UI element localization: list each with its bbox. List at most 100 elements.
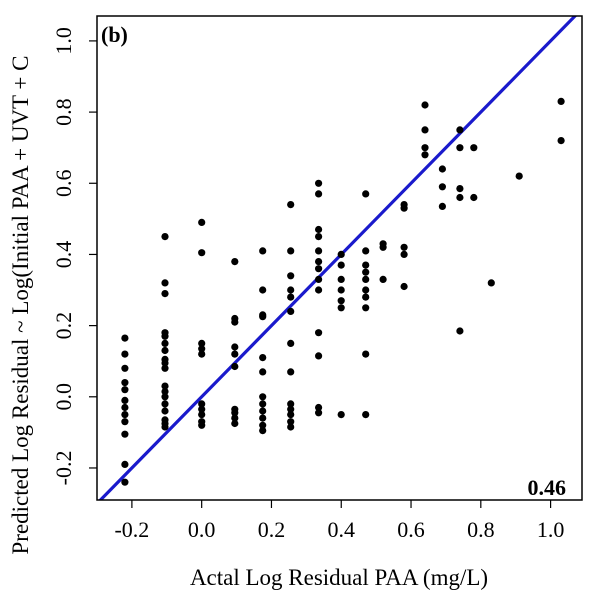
x-tick-label: 0.2 [258, 517, 286, 542]
data-point [231, 414, 239, 422]
y-tick-label: -0.2 [51, 451, 76, 486]
data-point [315, 190, 323, 198]
data-point [337, 304, 345, 312]
x-tick-label: -0.2 [114, 517, 149, 542]
data-point [287, 423, 295, 431]
data-point [456, 126, 464, 134]
data-point [470, 193, 478, 202]
data-point [362, 268, 370, 276]
data-point [470, 144, 478, 152]
data-point [438, 183, 446, 191]
data-point [421, 151, 429, 159]
data-point [121, 460, 129, 468]
data-point [287, 307, 295, 315]
data-point [315, 225, 323, 234]
data-point [315, 403, 323, 412]
data-point [231, 419, 239, 428]
data-point [198, 345, 206, 353]
data-point [259, 421, 267, 429]
data-point [337, 286, 345, 294]
data-point [287, 339, 295, 347]
data-point [515, 172, 523, 180]
data-point [231, 343, 239, 351]
data-point [259, 414, 267, 422]
data-point [198, 421, 206, 429]
x-tick-label: 0.0 [188, 517, 216, 542]
x-tick-label: 0.4 [327, 517, 355, 542]
data-point [161, 279, 169, 287]
data-point [198, 218, 206, 226]
data-point [161, 423, 169, 431]
data-point [231, 409, 239, 417]
data-point [287, 201, 295, 209]
y-tick-label: 0.2 [51, 312, 76, 340]
data-point [337, 250, 345, 258]
y-tick-label: 0.0 [51, 383, 76, 411]
data-point [379, 275, 387, 283]
data-point [315, 329, 323, 337]
data-point [161, 387, 169, 396]
x-axis-ticks: -0.2 0.0 0.2 0.4 0.6 0.8 1.0 [114, 500, 564, 542]
correlation-annotation: 0.46 [528, 475, 567, 500]
data-point [315, 247, 323, 255]
data-point [400, 204, 408, 212]
data-point [198, 405, 206, 413]
data-point [161, 400, 169, 408]
data-point [362, 411, 370, 419]
y-axis-ticks: -0.2 0.0 0.2 0.4 0.6 0.8 1.0 [51, 27, 97, 485]
data-point [121, 411, 129, 419]
data-point [161, 359, 169, 367]
data-point [487, 279, 495, 287]
data-point [315, 409, 323, 417]
data-point [362, 261, 370, 269]
data-point [259, 407, 267, 415]
data-point [287, 286, 295, 294]
data-point [337, 275, 345, 283]
data-point [362, 293, 370, 301]
data-point [259, 400, 267, 408]
x-tick-label: 0.8 [467, 517, 495, 542]
data-point [400, 243, 408, 251]
panel-label: (b) [101, 22, 128, 47]
data-point [231, 362, 239, 371]
data-point [259, 393, 267, 401]
data-point [161, 364, 169, 372]
data-point [362, 304, 370, 312]
data-point [161, 233, 169, 241]
data-point [161, 393, 169, 401]
plot-frame [96, 15, 583, 501]
data-point [287, 418, 295, 426]
data-point [287, 411, 295, 419]
data-point [121, 403, 129, 412]
y-tick-label: 1.0 [51, 27, 76, 55]
data-point [362, 190, 370, 198]
data-point [161, 382, 169, 390]
y-tick-label: 0.4 [51, 241, 76, 268]
data-point [121, 396, 129, 404]
x-axis-label: Actal Log Residual PAA (mg/L) [190, 565, 488, 590]
data-point [121, 478, 129, 486]
data-point [362, 350, 370, 358]
data-point [337, 261, 345, 269]
data-point [315, 258, 323, 266]
data-point [337, 297, 345, 305]
y-axis-label: Predicted Log Residual ~ Log(Initial PAA… [8, 56, 33, 555]
data-point [421, 144, 429, 152]
data-point [337, 411, 345, 419]
data-point [287, 400, 295, 408]
data-points [121, 97, 565, 486]
data-point [198, 411, 206, 419]
data-point [315, 233, 323, 241]
data-point [438, 165, 446, 173]
data-point [121, 350, 129, 358]
data-point [161, 290, 169, 298]
x-tick-label: 1.0 [537, 517, 565, 542]
data-point [557, 137, 565, 145]
data-point [198, 339, 206, 347]
data-point [400, 282, 408, 291]
data-point [161, 346, 169, 355]
data-point [315, 286, 323, 294]
data-point [121, 379, 129, 387]
data-point [456, 185, 464, 193]
